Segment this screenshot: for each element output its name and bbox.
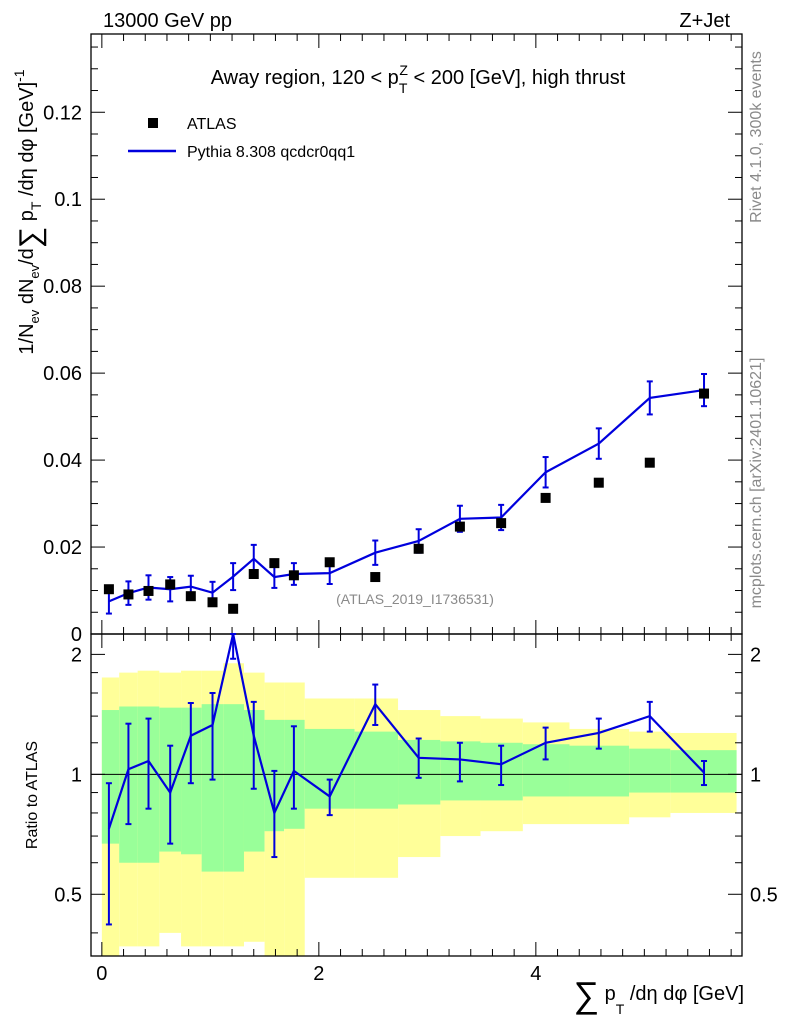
data-point <box>207 597 218 608</box>
ratio-y-tick-label-right: 0.5 <box>750 884 778 906</box>
main-y-tick-label: 0 <box>71 624 82 646</box>
ratio-y-tick-label-left: 0.5 <box>54 884 82 906</box>
legend-mc-label: Pythia 8.308 qcdcr0qq1 <box>187 144 355 161</box>
ratio-y-axis-label: Ratio to ATLAS <box>24 741 41 849</box>
ratio-y-tick-label-right: 2 <box>750 644 761 666</box>
band-inner-bin <box>629 748 671 793</box>
ratio-axes <box>90 633 743 957</box>
legend: ATLAS Pythia 8.308 qcdcr0qq1 <box>128 116 355 161</box>
data-point <box>644 457 655 468</box>
x-tick-label: 0 <box>96 963 107 985</box>
beam-label: 13000 GeV pp <box>103 10 232 32</box>
main-y-tick-labels: 0 0.02 0.04 0.06 0.08 0.1 0.12 <box>43 102 82 646</box>
x-tick-label: 2 <box>313 963 324 985</box>
ratio-y-tick-label-left: 1 <box>71 764 82 786</box>
main-y-tick-label: 0.04 <box>43 450 82 472</box>
data-point <box>324 557 335 568</box>
ratio-tick-labels: 0.5 0.5 1 1 2 2 0 2 4 <box>54 644 778 985</box>
data-point <box>248 569 259 579</box>
main-y-tick-label: 0.1 <box>54 189 82 211</box>
ratio-y-tick-label-left: 2 <box>71 644 82 666</box>
main-mc-series <box>105 373 708 615</box>
main-title: Away region, 120 < pTZ < 200 [GeV], high… <box>211 62 626 96</box>
data-point <box>454 521 465 532</box>
data-point <box>496 518 507 529</box>
rivet-label: Rivet 4.1.0, 300k events <box>748 51 765 223</box>
main-panel: Away region, 120 < pTZ < 200 [GeV], high… <box>11 33 743 646</box>
data-point <box>185 591 196 602</box>
mc-line <box>108 388 705 603</box>
title-prefix: Away region, 120 < p <box>211 67 399 89</box>
data-point <box>269 558 280 569</box>
ratio-panel: 0.5 0.5 1 1 2 2 0 2 4 Ratio to ATLAS <box>24 633 778 985</box>
main-axes <box>90 33 743 635</box>
data-point <box>540 492 551 503</box>
data-point <box>103 584 114 595</box>
data-point <box>413 543 424 554</box>
title-sub-T: T <box>399 80 408 96</box>
band-inner-bin <box>223 704 244 872</box>
data-point <box>228 603 239 614</box>
title-suffix: < 200 [GeV], high thrust <box>408 67 626 89</box>
main-y-tick-label: 0.12 <box>43 102 82 124</box>
title-sup-Z: Z <box>399 62 408 78</box>
x-axis-label: ∑ pT /dη dφ [GeV] <box>573 974 744 1017</box>
main-y-tick-label: 0.08 <box>43 276 82 298</box>
ratio-bands <box>91 663 742 956</box>
ratio-mc-series <box>105 633 708 926</box>
band-inner-bin <box>569 745 630 797</box>
data-point <box>165 579 176 590</box>
ratio-frame <box>90 633 743 957</box>
data-point <box>143 585 154 596</box>
x-tick-label: 4 <box>530 963 541 985</box>
main-data-series <box>103 388 710 614</box>
legend-atlas-label: ATLAS <box>187 116 237 133</box>
band-inner-bin <box>201 704 224 872</box>
data-point <box>699 388 710 399</box>
analysis-label: (ATLAS_2019_I1736531) <box>336 591 494 607</box>
data-point <box>593 477 604 488</box>
main-y-tick-label: 0.06 <box>43 363 82 385</box>
band-inner-bin <box>354 731 399 809</box>
data-point <box>288 570 299 581</box>
legend-atlas-marker <box>148 118 158 128</box>
process-label: Z+Jet <box>679 10 730 32</box>
main-y-tick-label: 0.02 <box>43 537 82 559</box>
mcplots-label: mcplots.cern.ch [arXiv:2401.10621] <box>748 358 765 609</box>
main-y-axis-label: 1/Nev dNev/d∑ pT /dη dφ [GeV]-1 <box>11 69 47 354</box>
data-point <box>370 572 381 583</box>
main-y-axis-label-text: 1/Nev dNev/d∑ pT /dη dφ [GeV]-1 <box>11 69 47 354</box>
data-point <box>123 589 134 600</box>
ratio-y-tick-label-right: 1 <box>750 764 761 786</box>
